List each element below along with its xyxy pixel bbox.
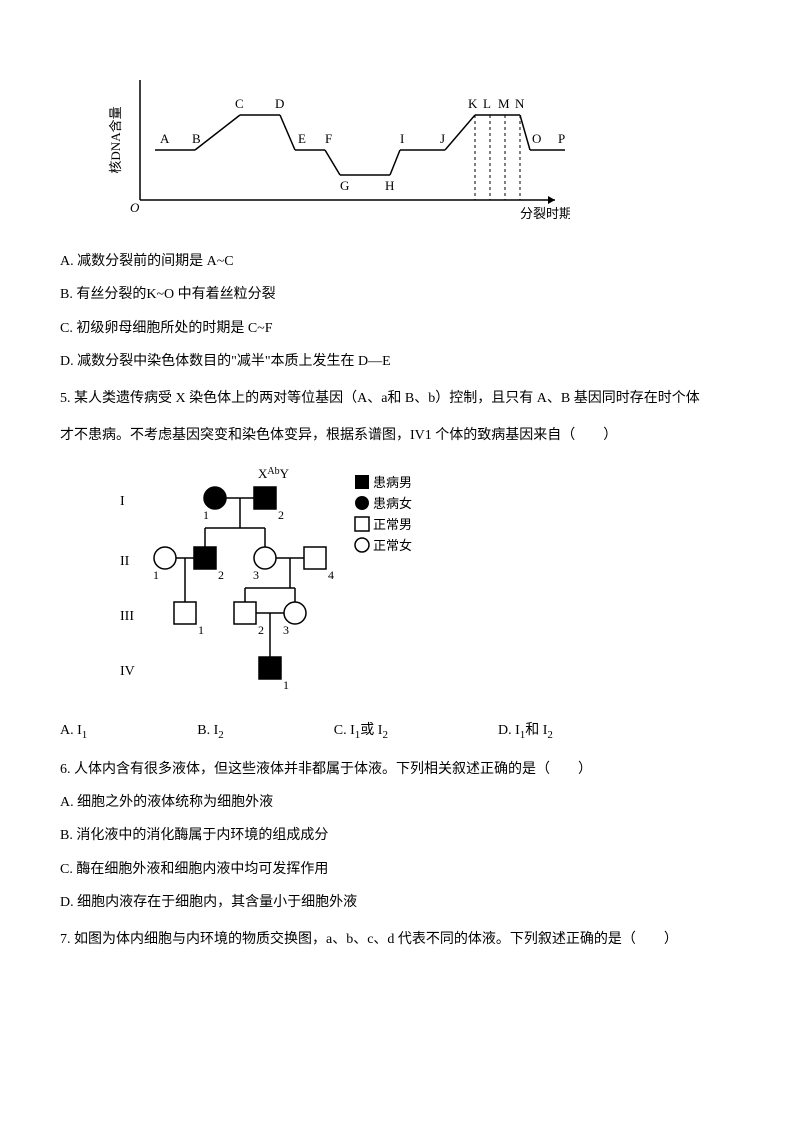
q7-text: 7. 如图为体内细胞与内环境的物质交换图，a、b、c、d 代表不同的体液。下列叙… [60, 927, 734, 952]
svg-text:H: H [385, 178, 394, 193]
x-axis-label: 分裂时期 [520, 206, 570, 220]
chart-svg: 核DNA含量 O 分裂时期 A B C D E F G H I J KLMN O P [100, 60, 570, 220]
pedigree-chart: XAbY 患病男 患病女 正常男 正常女 I II III IV [100, 463, 734, 702]
svg-text:2: 2 [258, 623, 264, 637]
svg-text:1: 1 [198, 623, 204, 637]
svg-text:1: 1 [153, 568, 159, 582]
q6-option-c: C. 酶在细胞外液和细胞内液中均可发挥作用 [60, 857, 734, 882]
svg-text:2: 2 [218, 568, 224, 582]
q5-option-c: C. I1或 I2 [334, 718, 388, 746]
q5-text-2: 才不患病。不考虑基因突变和染色体变异，根据系谱图，IV1 个体的致病基因来自（ … [60, 423, 734, 448]
q6-option-b: B. 消化液中的消化酶属于内环境的组成成分 [60, 823, 734, 848]
dna-content-chart: 核DNA含量 O 分裂时期 A B C D E F G H I J KLMN O P [100, 60, 734, 229]
q4-option-a: A. 减数分裂前的间期是 A~C [60, 249, 734, 274]
svg-text:3: 3 [253, 568, 259, 582]
svg-text:2: 2 [278, 508, 284, 522]
gen-label-4: IV [120, 664, 135, 679]
q6-option-a: A. 细胞之外的液体统称为细胞外液 [60, 790, 734, 815]
svg-text:A: A [160, 131, 170, 146]
q6-option-d: D. 细胞内液存在于细胞内，其含量小于细胞外液 [60, 890, 734, 915]
svg-text:I: I [400, 131, 404, 146]
svg-text:M: M [498, 96, 510, 111]
q4-option-c: C. 初级卵母细胞所处的时期是 C~F [60, 316, 734, 341]
chart-origin: O [130, 200, 140, 215]
svg-text:J: J [440, 131, 445, 146]
genotype-label: XAbY [258, 466, 290, 481]
svg-text:C: C [235, 96, 244, 111]
gen-label-3: III [120, 609, 134, 624]
gen-label-1: I [120, 494, 125, 509]
q4-option-b: B. 有丝分裂的K~O 中有着丝粒分裂 [60, 282, 734, 307]
svg-text:正常女: 正常女 [373, 538, 412, 553]
q5-options-row: A. I1 B. I2 C. I1或 I2 D. I1和 I2 [60, 718, 734, 746]
svg-text:E: E [298, 131, 306, 146]
svg-text:G: G [340, 178, 349, 193]
svg-text:1: 1 [283, 678, 289, 692]
svg-text:患病女: 患病女 [373, 496, 412, 511]
svg-text:4: 4 [328, 568, 334, 582]
pedigree-legend: 患病男 患病女 正常男 正常女 [355, 475, 412, 553]
q6-text: 6. 人体内含有很多液体，但这些液体并非都属于体液。下列相关叙述正确的是（ ） [60, 757, 734, 782]
q5-option-d: D. I1和 I2 [498, 718, 553, 746]
svg-text:F: F [325, 131, 332, 146]
q4-option-d: D. 减数分裂中染色体数目的"减半"本质上发生在 D—E [60, 349, 734, 374]
q5-text-1: 5. 某人类遗传病受 X 染色体上的两对等位基因（A、a和 B、b）控制，且只有… [60, 386, 734, 411]
svg-text:K: K [468, 96, 478, 111]
svg-text:O: O [532, 131, 541, 146]
y-axis-label: 核DNA含量 [108, 106, 123, 173]
q5-option-b: B. I2 [197, 718, 224, 746]
svg-text:1: 1 [203, 508, 209, 522]
svg-text:N: N [515, 96, 525, 111]
svg-text:P: P [558, 131, 565, 146]
svg-text:患病男: 患病男 [373, 475, 412, 490]
svg-text:B: B [192, 131, 201, 146]
svg-text:3: 3 [283, 623, 289, 637]
q5-option-a: A. I1 [60, 718, 87, 746]
svg-text:L: L [483, 96, 491, 111]
svg-text:D: D [275, 96, 284, 111]
gen-label-2: II [120, 554, 130, 569]
svg-text:正常男: 正常男 [373, 517, 412, 532]
pedigree-svg: XAbY 患病男 患病女 正常男 正常女 I II III IV [100, 463, 460, 693]
